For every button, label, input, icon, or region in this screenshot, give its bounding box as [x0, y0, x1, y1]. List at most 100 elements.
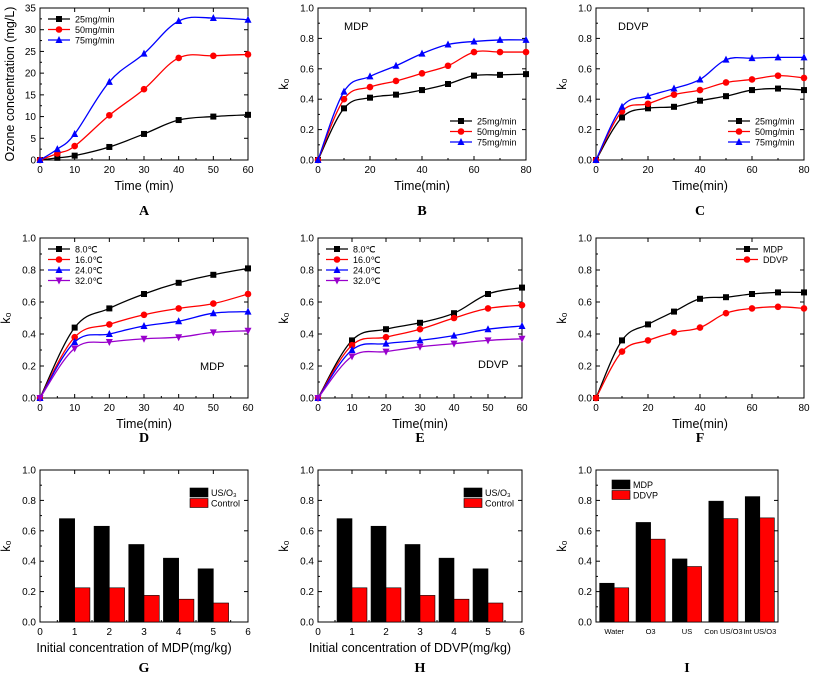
y-axis-title: k₀ — [555, 540, 569, 551]
legend-marker — [56, 16, 62, 22]
x-tick-label: 0 — [315, 627, 321, 638]
x-tick-label: 20 — [104, 403, 116, 414]
x-tick-label: 5 — [485, 627, 491, 638]
x-tick-label: 60 — [242, 165, 254, 176]
data-point — [470, 48, 478, 56]
data-point — [722, 79, 730, 86]
legend-marker — [458, 118, 464, 124]
data-point — [106, 143, 113, 150]
data-point — [140, 322, 148, 329]
x-tick-label: 60 — [746, 403, 758, 414]
panel-c: 0.0 0.2 0.4 0.6 0.8 1.0 0 20 40 60 80 25mg/min50mg/… — [555, 4, 810, 220]
series-d-0 — [37, 265, 251, 401]
data-point — [800, 53, 808, 61]
data-point — [349, 337, 355, 344]
data-point — [175, 279, 182, 286]
data-point — [71, 324, 78, 331]
data-point — [618, 348, 626, 355]
panel-i: 0.0 0.2 0.4 0.6 0.8 1.0 Water O3 US Con US/O3 Int … — [555, 466, 779, 676]
x-tick-label: 60 — [746, 165, 758, 176]
data-point — [175, 117, 182, 124]
y-tick-label: 0.6 — [300, 298, 314, 309]
data-point — [774, 72, 782, 79]
data-point — [244, 307, 252, 315]
legend-marker — [55, 256, 63, 263]
data-point — [36, 156, 44, 163]
legend-label: 75mg/min — [755, 138, 795, 148]
legend-marker — [333, 266, 341, 273]
legend-marker — [55, 36, 63, 43]
data-point — [696, 75, 704, 83]
data-point — [140, 335, 148, 343]
data-point — [523, 71, 529, 78]
bar — [599, 582, 615, 623]
bar — [197, 568, 214, 623]
data-point — [314, 395, 322, 402]
series-a-1 — [36, 51, 252, 164]
x-axis-title: Initial concentration of DDVP(mg/kg) — [309, 641, 511, 655]
x-tick-label: 20 — [104, 165, 116, 176]
panel-label: G — [139, 661, 150, 676]
x-axis-title: Time(min) — [392, 417, 448, 431]
data-point — [244, 15, 252, 23]
y-tick-label: 30 — [25, 25, 37, 36]
y-tick-label: 0.2 — [300, 587, 314, 598]
data-point — [671, 308, 677, 315]
y-tick-label: 0.0 — [578, 618, 592, 629]
data-point — [71, 338, 79, 345]
legend-label: 24.0℃ — [75, 266, 103, 276]
data-point — [592, 394, 600, 402]
data-point — [775, 289, 781, 296]
x-tick-label: 50 — [482, 403, 494, 414]
x-tick-label: 0 — [37, 627, 43, 638]
series-b-2 — [314, 35, 530, 163]
y-tick-label: 15 — [25, 90, 37, 101]
x-tick-label: 0 — [37, 403, 43, 414]
x-category-label: US — [682, 627, 692, 636]
legend-label: 8.0℃ — [353, 245, 376, 255]
panel-e: 0.0 0.2 0.4 0.6 0.8 1.0 0 10 20 30 40 50 60 8.0℃16.0℃… — [277, 234, 528, 447]
y-tick-label: 0.0 — [300, 394, 314, 405]
series-d-1 — [36, 290, 252, 402]
series-h-1 — [351, 587, 504, 623]
data-point — [592, 156, 600, 163]
data-point — [451, 310, 457, 317]
x-tick-label: 10 — [69, 403, 81, 414]
data-point — [670, 84, 678, 92]
legend-marker — [55, 266, 63, 273]
x-tick-label: 40 — [173, 165, 185, 176]
legend-swatch — [611, 490, 631, 500]
plot-frame — [317, 237, 523, 399]
legend-label: US/O₃ — [485, 488, 511, 498]
bar — [109, 587, 125, 623]
panel-annotation: MDP — [200, 361, 224, 373]
x-tick-label: 60 — [516, 403, 528, 414]
x-tick-label: 40 — [448, 403, 460, 414]
y-tick-label: 1.0 — [22, 234, 36, 245]
y-tick-label: 0.8 — [22, 266, 36, 277]
y-tick-label: 0.6 — [300, 526, 314, 537]
legend-label: 25mg/min — [477, 117, 517, 127]
data-point — [496, 35, 504, 43]
data-point — [645, 105, 651, 112]
y-tick-label: 0 — [30, 156, 36, 167]
x-tick-label: 20 — [642, 165, 654, 176]
x-tick-label: 0 — [37, 165, 43, 176]
data-point — [53, 145, 61, 153]
x-category-label: Int US/O3 — [743, 627, 776, 636]
x-axis-title: Initial concentration of MDP(mg/kg) — [36, 641, 231, 655]
data-point — [644, 337, 652, 344]
data-point — [245, 111, 251, 118]
legend-swatch — [463, 498, 483, 508]
data-point — [723, 294, 729, 301]
panel-label: H — [415, 661, 426, 676]
y-tick-label: 0.4 — [578, 557, 592, 568]
data-point — [644, 92, 652, 100]
y-tick-label: 0.4 — [578, 330, 592, 341]
series-b-1 — [314, 48, 530, 164]
y-tick-label: 5 — [30, 134, 36, 145]
data-point — [348, 341, 356, 349]
